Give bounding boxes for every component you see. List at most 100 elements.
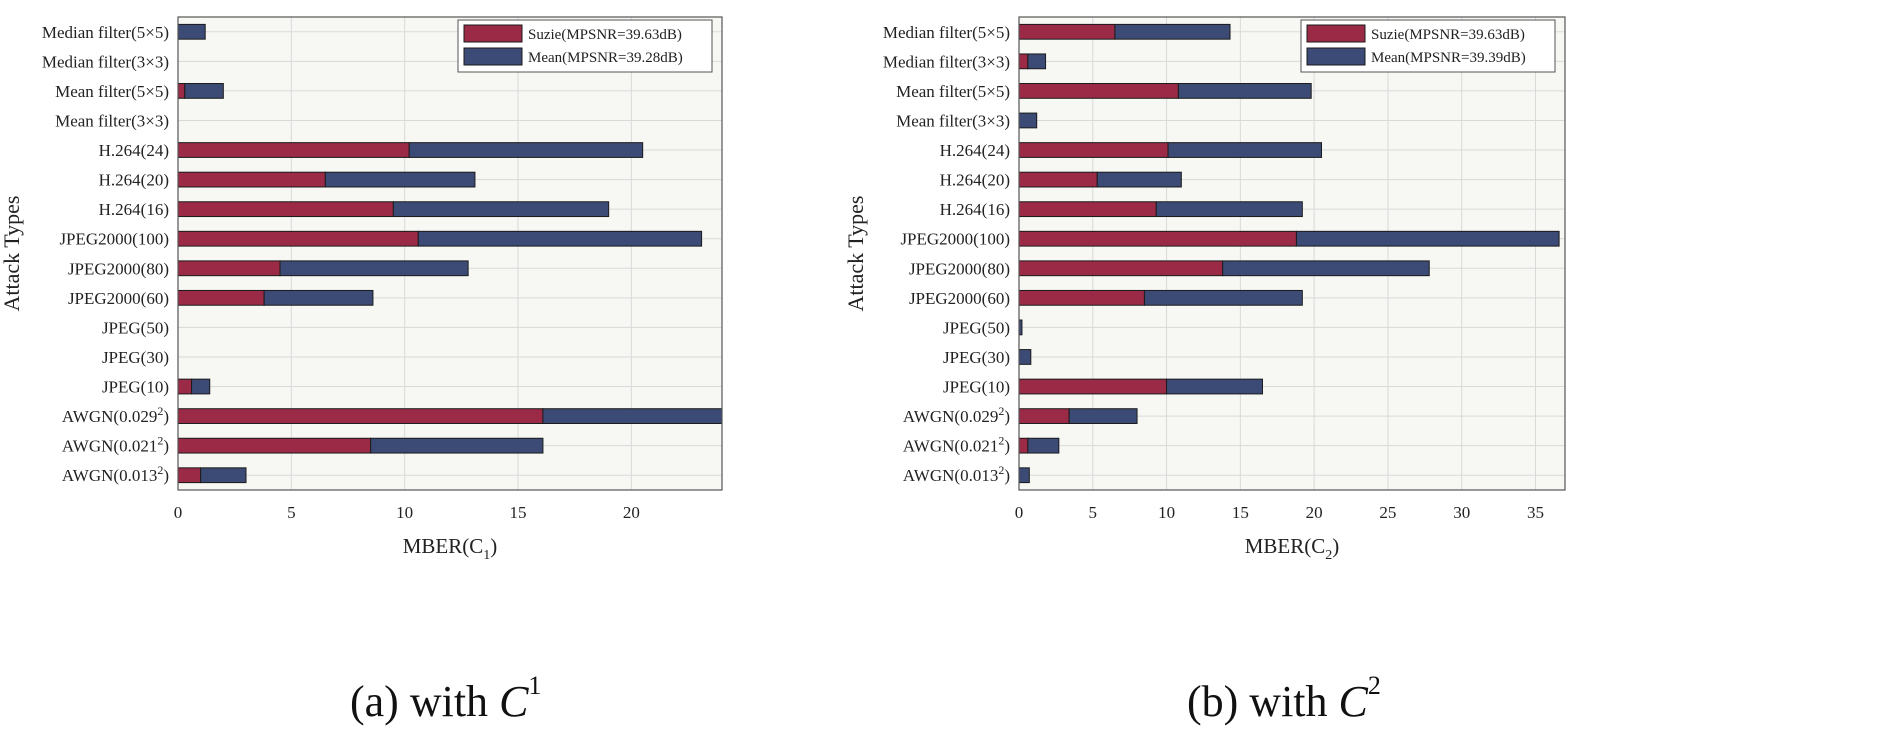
- category-label: JPEG(10): [102, 378, 169, 397]
- bar-suzie: [177, 83, 186, 99]
- category-label: AWGN(0.0212): [62, 434, 169, 456]
- bar-suzie: [1018, 260, 1224, 277]
- legend-label-mean: Mean(MPSNR=39.28dB): [528, 50, 683, 66]
- bar-suzie: [1018, 289, 1145, 306]
- bar-suzie: [177, 230, 419, 247]
- bar-mean: [279, 260, 469, 277]
- bar-suzie: [177, 171, 326, 188]
- category-label: AWGN(0.0132): [62, 463, 169, 485]
- bar-mean: [542, 408, 723, 424]
- category-label: AWGN(0.0292): [62, 404, 169, 426]
- category-label: Mean filter(3×3): [896, 111, 1010, 130]
- x-tick-label: 10: [1158, 503, 1175, 522]
- legend-swatch-suzie: [463, 24, 523, 43]
- y-axis-label: Attack Types: [843, 196, 868, 312]
- bar-mean: [1027, 437, 1060, 454]
- bar-suzie: [1018, 142, 1169, 158]
- x-tick-label: 15: [1232, 503, 1249, 522]
- bar-suzie: [177, 378, 193, 395]
- category-label: AWGN(0.0132): [903, 463, 1010, 485]
- x-tick-label: 30: [1453, 503, 1470, 522]
- legend-label-mean: Mean(MPSNR=39.39dB): [1371, 50, 1526, 66]
- bar-mean: [191, 378, 211, 395]
- chart-a: 0 5 10 15 20 Median filter(5×5) Median filter(…: [0, 16, 723, 563]
- category-label: Mean filter(5×5): [896, 82, 1010, 101]
- bar-mean: [263, 289, 374, 306]
- legend-swatch-mean: [1306, 47, 1366, 66]
- x-tick-label: 5: [287, 503, 296, 522]
- y-axis-label: Attack Types: [0, 196, 24, 312]
- category-label: Median filter(5×5): [883, 23, 1010, 42]
- bar-suzie: [1018, 378, 1168, 395]
- x-tick-label: 0: [1015, 503, 1024, 522]
- bar-mean: [1167, 142, 1323, 158]
- bar-suzie: [177, 260, 281, 277]
- category-label: H.264(16): [940, 200, 1010, 219]
- bar-mean: [1166, 378, 1263, 395]
- bar-suzie: [1018, 408, 1070, 424]
- plot-border: [177, 16, 723, 491]
- bar-mean: [1177, 83, 1312, 99]
- bar-mean: [392, 201, 610, 218]
- bar-mean: [200, 467, 247, 484]
- bar-suzie: [177, 142, 410, 158]
- figure-a: 0 5 10 15 20 Median filter(5×5) Median filter(…: [0, 0, 920, 739]
- category-label: JPEG(10): [943, 378, 1010, 397]
- bar-suzie: [1018, 230, 1297, 247]
- bar-mean: [1295, 230, 1560, 247]
- category-label: Median filter(3×3): [42, 52, 169, 71]
- category-label: JPEG2000(60): [68, 289, 169, 308]
- bar-mean: [324, 171, 476, 188]
- bar-suzie: [177, 289, 265, 306]
- bar-mean: [1068, 408, 1138, 424]
- bar-suzie: [177, 408, 544, 424]
- x-tick-label: 0: [174, 503, 183, 522]
- category-label: Median filter(5×5): [42, 23, 169, 42]
- bar-mean: [370, 437, 544, 454]
- bar-mean: [177, 23, 206, 40]
- bar-mean: [1018, 349, 1032, 365]
- bar-suzie: [177, 467, 202, 484]
- plot-border: [1018, 16, 1566, 491]
- bar-suzie: [1018, 437, 1029, 454]
- bar-mean: [417, 230, 703, 247]
- x-tick-label: 15: [510, 503, 527, 522]
- caption-b: (b) with C2: [1187, 671, 1381, 727]
- legend-label-suzie: Suzie(MPSNR=39.63dB): [528, 27, 682, 43]
- bar-suzie: [1018, 201, 1157, 218]
- bar-mean: [1027, 53, 1047, 70]
- legend-swatch-mean: [463, 47, 523, 66]
- bar-suzie: [177, 201, 394, 218]
- chart-b: 0 5 10 15 20 25 30 35 Median filter(5×5) Median f…: [843, 16, 1566, 563]
- category-label: Mean filter(3×3): [55, 111, 169, 130]
- bar-mean: [1143, 289, 1303, 306]
- category-label: Mean filter(5×5): [55, 82, 169, 101]
- bar-suzie: [1018, 53, 1029, 70]
- bar-mean: [1114, 23, 1231, 40]
- category-label: JPEG(30): [102, 348, 169, 367]
- bar-mean: [1096, 171, 1182, 188]
- bar-suzie: [1018, 83, 1179, 99]
- x-tick-label: 20: [623, 503, 640, 522]
- category-label: JPEG2000(80): [909, 259, 1010, 278]
- legend-swatch-suzie: [1306, 24, 1366, 43]
- category-label: H.264(20): [940, 171, 1010, 190]
- category-label: H.264(24): [940, 141, 1010, 160]
- category-label: AWGN(0.0212): [903, 434, 1010, 456]
- category-label: JPEG2000(100): [59, 230, 169, 249]
- bar-mean: [1155, 201, 1303, 218]
- category-label: JPEG2000(100): [900, 230, 1010, 249]
- x-tick-label: 20: [1306, 503, 1323, 522]
- x-tick-label: 5: [1089, 503, 1098, 522]
- caption-a: (a) with C1: [350, 671, 542, 727]
- x-axis-label: MBER(C2): [1245, 534, 1340, 563]
- category-label: H.264(20): [99, 171, 169, 190]
- category-label: JPEG(50): [943, 318, 1010, 337]
- bar-suzie: [1018, 171, 1098, 188]
- x-axis-label: MBER(C1): [403, 534, 498, 563]
- x-tick-label: 35: [1527, 503, 1544, 522]
- category-label: JPEG(50): [102, 318, 169, 337]
- bar-suzie: [177, 437, 372, 454]
- bar-mean: [408, 142, 644, 158]
- category-label: H.264(24): [99, 141, 169, 160]
